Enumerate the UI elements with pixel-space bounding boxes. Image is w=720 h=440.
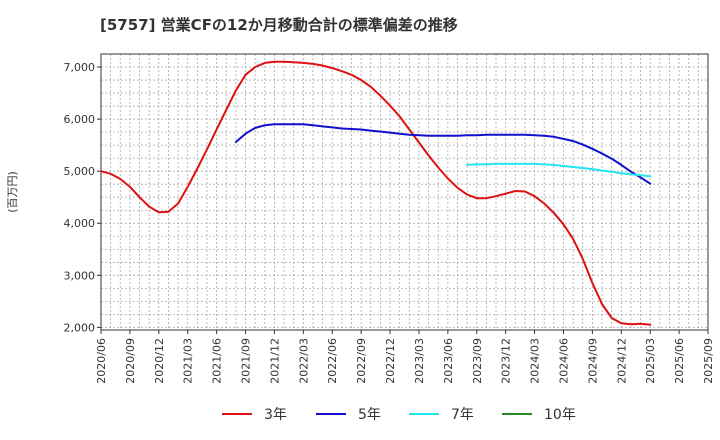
plot-frame <box>100 53 709 331</box>
y-tick-label: 5,000 <box>64 165 96 178</box>
legend-label-1: 3年 <box>264 407 287 423</box>
legend-label-3: 7年 <box>451 407 474 423</box>
x-tick-label: 2021/09 <box>240 338 253 384</box>
y-tick-label: 3,000 <box>64 269 96 282</box>
y-tick-label: 7,000 <box>64 61 96 74</box>
y-tick-label: 2,000 <box>64 321 96 334</box>
x-tick-label: 2021/06 <box>211 338 224 384</box>
x-tick-label: 2023/12 <box>500 338 513 384</box>
legend-label-4: 10年 <box>544 407 576 423</box>
x-tick-label: 2025/03 <box>644 338 657 384</box>
series-line-1 <box>100 60 652 326</box>
x-tick-label: 2020/12 <box>153 338 166 384</box>
x-tick-label: 2021/03 <box>182 338 195 384</box>
x-tick-label: 2022/09 <box>355 338 368 384</box>
y-axis: 2,000 3,000 4,000 5,000 6,000 7,000 <box>64 61 101 334</box>
x-tick-label: 2020/09 <box>124 338 137 384</box>
grid <box>100 53 709 330</box>
legend-label-2: 5年 <box>358 407 381 423</box>
x-tick-label: 2020/06 <box>95 338 108 384</box>
x-tick-label: 2025/06 <box>673 338 686 384</box>
y-tick-label: 6,000 <box>64 113 96 126</box>
x-tick-label: 2023/06 <box>442 338 455 384</box>
series-line-2 <box>234 123 652 185</box>
x-tick-label: 2023/09 <box>471 338 484 384</box>
x-tick-label: 2024/06 <box>557 338 570 384</box>
x-tick-label: 2024/09 <box>586 338 599 384</box>
y-axis-label: (百万円) <box>6 171 19 213</box>
legend: 3年 5年 7年 10年 <box>222 407 576 423</box>
x-tick-label: 2022/12 <box>384 338 397 384</box>
x-tick-label: 2021/12 <box>268 338 281 384</box>
x-tick-label: 2023/03 <box>413 338 426 384</box>
x-axis: 2020/06 2020/09 2020/12 2021/03 2021/06 2021/… <box>95 330 715 384</box>
series-lines <box>100 60 652 326</box>
x-tick-label: 2024/12 <box>615 338 628 384</box>
x-tick-label: 2024/03 <box>529 338 542 384</box>
chart-title: [5757] 営業CFの12か月移動合計の標準偏差の推移 <box>100 16 458 34</box>
x-tick-label: 2025/09 <box>702 338 715 384</box>
series-line-3 <box>466 162 652 178</box>
x-tick-label: 2022/06 <box>326 338 339 384</box>
y-tick-label: 4,000 <box>64 217 96 230</box>
x-tick-label: 2022/03 <box>297 338 310 384</box>
